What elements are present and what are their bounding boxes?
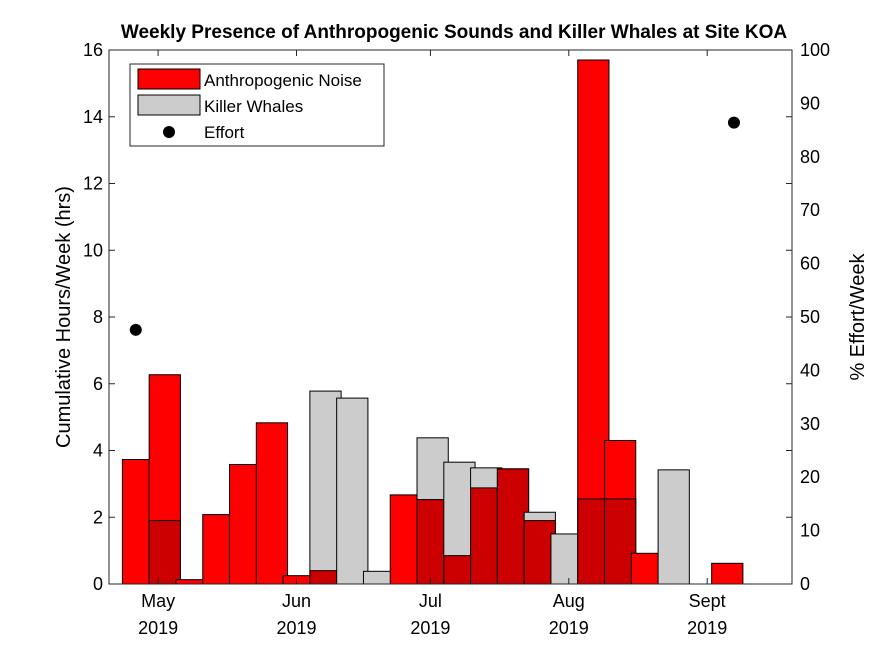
left-axis: 0 2 4 6 8 10 12 14 16 — [83, 40, 792, 594]
legend-marker-effort — [163, 126, 175, 138]
x-tick-month: Jul — [419, 591, 442, 611]
anthropogenic-bar — [630, 552, 664, 585]
x-tick-month: Sept — [689, 591, 726, 611]
anthropogenic-bar — [229, 464, 262, 585]
bars-layer — [121, 59, 744, 585]
effort-point — [129, 323, 142, 336]
killer-whale-bar — [336, 397, 369, 585]
anthropogenic-bar — [121, 459, 155, 585]
right-tick-label: 20 — [800, 467, 820, 487]
right-tick-label: 90 — [800, 93, 820, 113]
x-axis: May 2019 Jun 2019 Jul 2019 Aug 2019 Sept 2019 — [138, 50, 727, 638]
right-axis: 0 10 20 30 40 50 60 70 80 90 100 — [800, 40, 830, 594]
x-tick-year: 2019 — [410, 618, 450, 638]
legend-swatch-killer-whales — [137, 94, 201, 116]
left-tick-label: 8 — [93, 307, 103, 327]
left-tick-label: 12 — [83, 174, 103, 194]
right-tick-label: 50 — [800, 307, 820, 327]
killer-whale-bar — [550, 533, 583, 585]
legend-swatch-anthropogenic — [137, 68, 201, 90]
legend-label-effort: Effort — [204, 123, 245, 142]
right-axis-label: % Effort/Week — [847, 252, 869, 380]
effort-point — [727, 116, 740, 129]
left-axis-label: Cumulative Hours/Week (hrs) — [53, 186, 75, 448]
x-tick-year: 2019 — [138, 618, 178, 638]
x-tick-month: May — [141, 591, 175, 611]
effort-layer — [129, 116, 740, 336]
left-tick-label: 0 — [93, 574, 103, 594]
x-tick-month: Jun — [282, 591, 311, 611]
right-tick-label: 10 — [800, 521, 820, 541]
right-tick-label: 0 — [800, 574, 810, 594]
x-tick-year: 2019 — [549, 618, 589, 638]
anthropogenic-bar — [711, 562, 744, 585]
overlap-bar — [523, 520, 556, 585]
legend-label-killer-whales: Killer Whales — [204, 97, 303, 116]
left-tick-label: 2 — [93, 507, 103, 527]
right-tick-label: 60 — [800, 254, 820, 274]
left-tick-label: 16 — [83, 40, 103, 60]
left-tick-label: 14 — [83, 107, 103, 127]
right-tick-label: 80 — [800, 147, 820, 167]
chart-title: Weekly Presence of Anthropogenic Sounds … — [121, 22, 787, 43]
right-tick-label: 100 — [800, 40, 830, 60]
overlap-bar — [148, 520, 181, 585]
left-tick-label: 6 — [93, 374, 103, 394]
left-tick-label: 10 — [83, 240, 103, 260]
x-tick-month: Aug — [553, 591, 585, 611]
right-tick-label: 70 — [800, 200, 820, 220]
anthropogenic-bar — [577, 59, 610, 585]
legend: Anthropogenic Noise Killer Whales Effort — [129, 63, 385, 147]
overlap-bar — [604, 498, 637, 585]
overlap-bar — [496, 468, 530, 585]
right-tick-label: 40 — [800, 360, 820, 380]
left-tick-label: 4 — [93, 441, 103, 461]
legend-label-anthropogenic: Anthropogenic Noise — [204, 71, 362, 90]
right-tick-label: 30 — [800, 414, 820, 434]
overlap-bar — [470, 487, 503, 585]
x-tick-year: 2019 — [276, 618, 316, 638]
killer-whale-bar — [657, 469, 690, 585]
x-tick-year: 2019 — [687, 618, 727, 638]
anthropogenic-bar — [255, 422, 289, 585]
